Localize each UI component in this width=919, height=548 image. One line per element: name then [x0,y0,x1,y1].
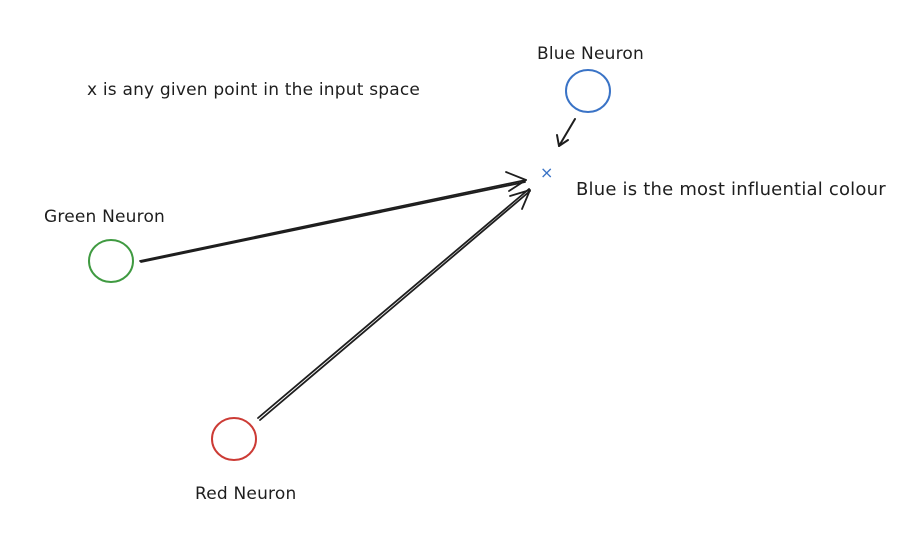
input-point-marker: × [540,163,554,182]
green-neuron-circle [88,239,134,283]
blue-neuron-circle [565,69,611,113]
arrow-blue-to-point [556,118,576,147]
conclusion-note: Blue is the most influential colour [576,179,886,200]
blue-neuron-label: Blue Neuron [537,44,644,64]
green-neuron-label: Green Neuron [44,207,166,227]
arrow-green-shaft [139,179,527,262]
arrow-red-head [509,189,531,210]
red-neuron-circle [211,417,257,461]
arrow-blue-head [556,134,569,147]
red-neuron [211,417,257,461]
green-neuron [88,239,134,283]
blue-neuron [565,69,611,113]
red-neuron-label: Red Neuron [195,484,297,504]
arrow-red-shaft-sketch [259,190,531,421]
arrow-red-to-point [257,188,531,421]
arrow-green-to-point [139,171,527,263]
arrow-blue-shaft [558,118,576,147]
arrow-red-shaft [257,188,530,419]
input-space-caption: x is any given point in the input space [87,80,421,100]
arrow-green-shaft-sketch [140,181,526,263]
arrow-green-head [505,171,527,192]
